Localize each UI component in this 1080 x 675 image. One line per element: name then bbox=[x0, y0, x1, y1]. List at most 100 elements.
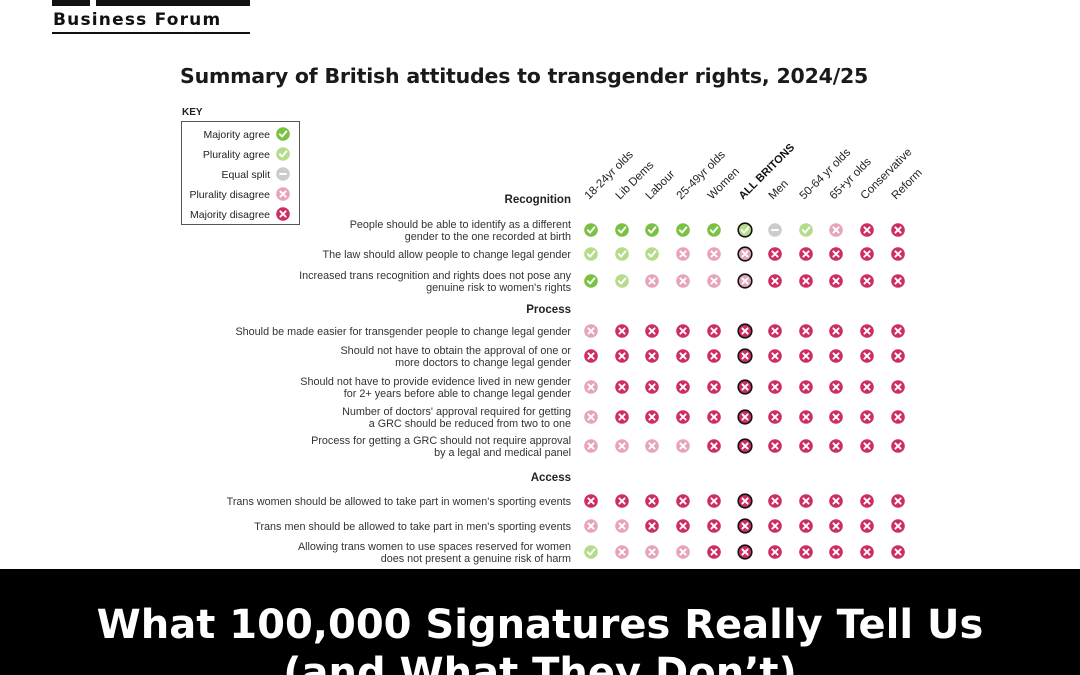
section-heading: Recognition bbox=[505, 194, 571, 206]
cell-mark bbox=[768, 349, 782, 363]
cell-mark bbox=[707, 439, 721, 453]
headline-banner: What 100,000 Signatures Really Tell Us (… bbox=[0, 569, 1080, 675]
cell-mark bbox=[737, 518, 753, 534]
column-header: Men bbox=[767, 178, 791, 202]
cell-mark bbox=[829, 494, 843, 508]
cell-mark bbox=[799, 247, 813, 261]
cell-mark bbox=[829, 545, 843, 559]
key-item-plurality-agree: Plurality agree bbox=[203, 146, 291, 163]
cell-mark bbox=[615, 494, 629, 508]
cell-mark bbox=[645, 494, 659, 508]
chart-title: Summary of British attitudes to transgen… bbox=[180, 64, 869, 88]
cell-mark bbox=[891, 545, 905, 559]
cell-mark bbox=[829, 223, 843, 237]
check-icon bbox=[275, 126, 291, 145]
cell-mark bbox=[615, 439, 629, 453]
logo-underline bbox=[52, 32, 250, 34]
cell-mark bbox=[829, 274, 843, 288]
cell-mark bbox=[860, 274, 874, 288]
cell-mark bbox=[707, 349, 721, 363]
cell-mark bbox=[645, 380, 659, 394]
cell-mark bbox=[615, 274, 629, 288]
row-label: Trans men should be allowed to take part… bbox=[254, 521, 571, 533]
cell-mark bbox=[768, 247, 782, 261]
key-symbol bbox=[276, 186, 290, 201]
cell-mark bbox=[707, 247, 721, 261]
cell-mark bbox=[707, 545, 721, 559]
section-heading: Process bbox=[526, 304, 571, 316]
cell-mark bbox=[768, 519, 782, 533]
key-item-plurality-disagree: Plurality disagree bbox=[189, 186, 291, 203]
cell-mark bbox=[891, 494, 905, 508]
cell-mark bbox=[615, 223, 629, 237]
cell-mark bbox=[891, 247, 905, 261]
logo-wordmark-band bbox=[96, 0, 250, 6]
cell-mark bbox=[737, 409, 753, 425]
cell-mark bbox=[799, 494, 813, 508]
cell-mark bbox=[645, 439, 659, 453]
cell-mark bbox=[768, 380, 782, 394]
cell-mark bbox=[799, 410, 813, 424]
cell-mark bbox=[707, 494, 721, 508]
cell-mark bbox=[768, 494, 782, 508]
headline-line-2: (and What They Don’t) bbox=[283, 650, 797, 675]
row-label: Should not have to provide evidence live… bbox=[300, 376, 571, 400]
cell-mark bbox=[676, 410, 690, 424]
row-label: Should be made easier for transgender pe… bbox=[235, 326, 571, 338]
cell-mark bbox=[799, 223, 813, 237]
row-label: The law should allow people to change le… bbox=[322, 249, 571, 261]
cell-mark bbox=[891, 380, 905, 394]
cell-mark bbox=[799, 519, 813, 533]
cell-mark bbox=[891, 274, 905, 288]
cell-mark bbox=[768, 223, 782, 237]
row-label: Allowing trans women to use spaces reser… bbox=[298, 541, 571, 565]
cell-mark bbox=[799, 349, 813, 363]
cell-mark bbox=[860, 349, 874, 363]
key-symbol bbox=[276, 126, 290, 141]
key-label: Equal split bbox=[221, 169, 270, 181]
cell-mark bbox=[768, 545, 782, 559]
row-label: Should not have to obtain the approval o… bbox=[340, 345, 571, 369]
cell-mark bbox=[584, 519, 598, 533]
cell-mark bbox=[676, 439, 690, 453]
cell-mark bbox=[584, 494, 598, 508]
cell-mark bbox=[584, 410, 598, 424]
cell-mark bbox=[829, 519, 843, 533]
cell-mark bbox=[829, 324, 843, 338]
cell-mark bbox=[860, 519, 874, 533]
cell-mark bbox=[584, 439, 598, 453]
cell-mark bbox=[829, 410, 843, 424]
cell-mark bbox=[645, 247, 659, 261]
cell-mark bbox=[584, 247, 598, 261]
cell-mark bbox=[584, 380, 598, 394]
cell-mark bbox=[676, 519, 690, 533]
key-label: Plurality disagree bbox=[189, 189, 270, 201]
cell-mark bbox=[615, 545, 629, 559]
cell-mark bbox=[584, 324, 598, 338]
cell-mark bbox=[829, 380, 843, 394]
cell-mark bbox=[860, 223, 874, 237]
cell-mark bbox=[768, 324, 782, 338]
cell-mark bbox=[707, 380, 721, 394]
cell-mark bbox=[799, 324, 813, 338]
cell-mark bbox=[676, 494, 690, 508]
key-item-majority-agree: Majority agree bbox=[203, 126, 291, 145]
cell-mark bbox=[860, 439, 874, 453]
cell-mark bbox=[676, 380, 690, 394]
logo-text: Business Forum bbox=[53, 10, 222, 30]
key-title: KEY bbox=[182, 107, 203, 118]
cell-mark bbox=[891, 410, 905, 424]
cross-icon bbox=[275, 206, 291, 225]
cell-mark bbox=[891, 519, 905, 533]
cell-mark bbox=[799, 545, 813, 559]
cell-mark bbox=[860, 247, 874, 261]
cell-mark bbox=[737, 438, 753, 454]
key-symbol bbox=[276, 166, 290, 181]
row-label: Number of doctors' approval required for… bbox=[342, 406, 571, 430]
key-symbol bbox=[276, 146, 290, 161]
cell-mark bbox=[645, 410, 659, 424]
cell-mark bbox=[799, 380, 813, 394]
cell-mark bbox=[768, 439, 782, 453]
key-label: Majority agree bbox=[203, 129, 270, 141]
cell-mark bbox=[737, 348, 753, 364]
